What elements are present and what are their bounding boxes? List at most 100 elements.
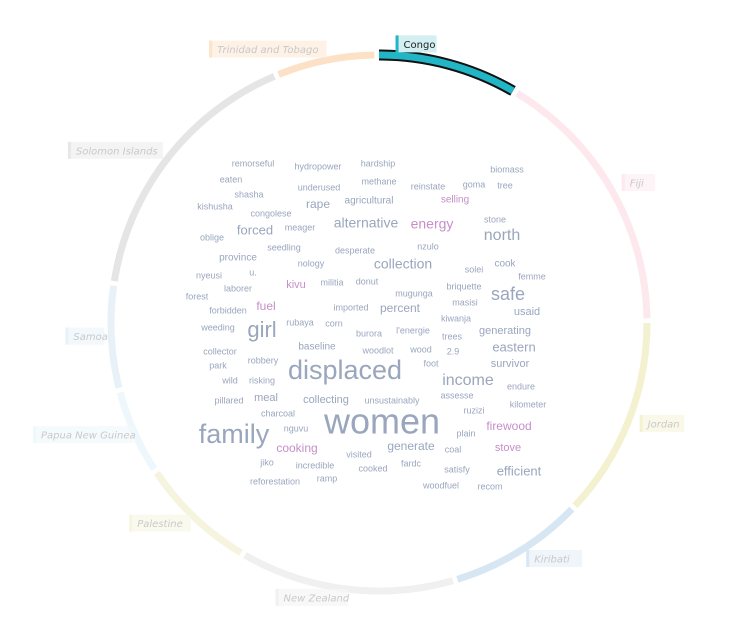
- ring-segment-kiribati[interactable]: [456, 506, 575, 583]
- word-energy[interactable]: energy: [411, 216, 454, 232]
- word-collector[interactable]: collector: [203, 346, 237, 356]
- word-briquette[interactable]: briquette: [446, 281, 481, 291]
- word-plain[interactable]: plain: [456, 428, 475, 438]
- word-meager[interactable]: meager: [285, 222, 316, 232]
- word-survivor[interactable]: survivor: [491, 358, 530, 370]
- word-trees[interactable]: trees: [442, 331, 463, 341]
- word-desperate[interactable]: desperate: [335, 245, 375, 255]
- ring-segment-new-zealand[interactable]: [243, 552, 454, 595]
- word-alternative[interactable]: alternative: [334, 215, 399, 231]
- word-rubaya[interactable]: rubaya: [286, 317, 314, 327]
- word-agricultural[interactable]: agricultural: [345, 196, 394, 207]
- ring-segment-fiji[interactable]: [515, 90, 651, 319]
- word-girl[interactable]: girl: [247, 317, 276, 342]
- word-endure[interactable]: endure: [507, 381, 535, 391]
- ring-segment-solomon-islands[interactable]: [110, 73, 276, 282]
- ring-segment-congo[interactable]: [378, 51, 515, 94]
- word-woodlot[interactable]: woodlot: [361, 345, 394, 355]
- country-label-papua-new-guinea[interactable]: Papua New Guinea: [33, 426, 136, 444]
- word-2-9[interactable]: 2.9: [447, 346, 460, 356]
- word-congolese[interactable]: congolese: [250, 208, 291, 218]
- word-hydropower[interactable]: hydropower: [294, 161, 341, 171]
- word-kishusha[interactable]: kishusha: [197, 201, 233, 211]
- country-label-palestine[interactable]: Palestine: [129, 514, 191, 532]
- word-assesse[interactable]: assesse: [440, 390, 473, 400]
- word-weeding[interactable]: weeding: [200, 322, 235, 332]
- word-efficient[interactable]: efficient: [497, 463, 542, 478]
- country-label-solomon-islands[interactable]: Solomon Islands: [67, 141, 163, 159]
- country-label-trinidad-and-tobago[interactable]: Trinidad and Tobago: [209, 40, 327, 58]
- word-forest[interactable]: forest: [186, 291, 209, 301]
- word-ruzizi[interactable]: ruzizi: [463, 405, 484, 415]
- word-percent[interactable]: percent: [380, 301, 421, 315]
- word-woodfuel[interactable]: woodfuel: [422, 480, 459, 490]
- word-jiko[interactable]: jiko: [259, 457, 274, 467]
- word-nguvu[interactable]: nguvu: [284, 423, 309, 433]
- ring-segment-palestine[interactable]: [153, 470, 243, 556]
- word-underused[interactable]: underused: [298, 182, 341, 192]
- word-pillared[interactable]: pillared: [214, 395, 243, 405]
- word-donut[interactable]: donut: [356, 276, 379, 286]
- word-reforestation[interactable]: reforestation: [250, 476, 300, 486]
- word-park[interactable]: park: [209, 360, 227, 370]
- word-stove[interactable]: stove: [495, 442, 521, 454]
- country-label-congo[interactable]: Congo: [395, 35, 437, 53]
- word-u[interactable]: u.: [249, 267, 257, 277]
- word-nzulo[interactable]: nzulo: [417, 241, 439, 251]
- word-corn[interactable]: corn: [325, 318, 343, 328]
- word-masisi[interactable]: masisi: [452, 297, 478, 307]
- word-women[interactable]: women: [323, 401, 440, 442]
- word-collection[interactable]: collection: [374, 256, 432, 272]
- word-oblige[interactable]: oblige: [200, 232, 224, 242]
- word-incredible[interactable]: incredible: [296, 460, 335, 470]
- country-label-new-zealand[interactable]: New Zealand: [275, 588, 350, 606]
- word-risking[interactable]: risking: [249, 375, 275, 385]
- word-robbery[interactable]: robbery: [248, 355, 279, 365]
- word-reinstate[interactable]: reinstate: [411, 181, 446, 191]
- word-charcoal[interactable]: charcoal: [261, 408, 295, 418]
- ring-segment-trinidad-and-tobago[interactable]: [277, 51, 375, 78]
- word-eastern[interactable]: eastern: [492, 339, 535, 354]
- word-foot[interactable]: foot: [423, 358, 439, 368]
- word-firewood[interactable]: firewood: [486, 419, 531, 433]
- word-recom[interactable]: recom: [477, 481, 502, 491]
- word-solei[interactable]: solei: [465, 264, 484, 274]
- word-tree[interactable]: tree: [497, 180, 513, 190]
- word-forbidden[interactable]: forbidden: [209, 305, 247, 315]
- word-stone[interactable]: stone: [484, 214, 506, 224]
- word-l-energie[interactable]: l'energie: [396, 325, 430, 335]
- word-militia[interactable]: militia: [320, 277, 343, 287]
- word-cook[interactable]: cook: [494, 259, 516, 270]
- word-generate[interactable]: generate: [387, 439, 435, 453]
- word-laborer[interactable]: laborer: [224, 283, 252, 293]
- word-goma[interactable]: goma: [463, 179, 486, 189]
- word-cooking[interactable]: cooking: [276, 441, 317, 455]
- word-income[interactable]: income: [442, 372, 494, 389]
- word-rape[interactable]: rape: [306, 197, 330, 211]
- word-collecting[interactable]: collecting: [303, 394, 349, 406]
- country-label-jordan[interactable]: Jordan: [639, 414, 685, 432]
- word-methane[interactable]: methane: [361, 176, 396, 186]
- word-safe[interactable]: safe: [491, 284, 525, 304]
- word-fardc[interactable]: fardc: [401, 458, 422, 468]
- word-kivu[interactable]: kivu: [286, 279, 306, 291]
- word-imported[interactable]: imported: [333, 302, 368, 312]
- word-visited[interactable]: visited: [346, 449, 372, 459]
- word-coal[interactable]: coal: [445, 444, 462, 454]
- word-eaten[interactable]: eaten: [220, 174, 243, 184]
- word-province[interactable]: province: [219, 253, 257, 264]
- ring-segment-papua-new-guinea[interactable]: [116, 391, 158, 471]
- word-kiwanja[interactable]: kiwanja: [441, 313, 471, 323]
- word-selling[interactable]: selling: [441, 195, 469, 206]
- word-cooked[interactable]: cooked: [358, 463, 387, 473]
- word-displaced[interactable]: displaced: [288, 355, 402, 385]
- word-generating[interactable]: generating: [479, 325, 531, 337]
- word-seedling[interactable]: seedling: [267, 242, 301, 252]
- word-mugunga[interactable]: mugunga: [395, 288, 433, 298]
- word-satisfy[interactable]: satisfy: [444, 464, 470, 474]
- word-hardship[interactable]: hardship: [361, 158, 396, 168]
- country-label-kiribati[interactable]: Kiribati: [526, 550, 583, 568]
- ring-segment-samoa[interactable]: [107, 285, 123, 389]
- country-label-samoa[interactable]: Samoa: [65, 327, 108, 345]
- word-femme[interactable]: femme: [518, 271, 546, 281]
